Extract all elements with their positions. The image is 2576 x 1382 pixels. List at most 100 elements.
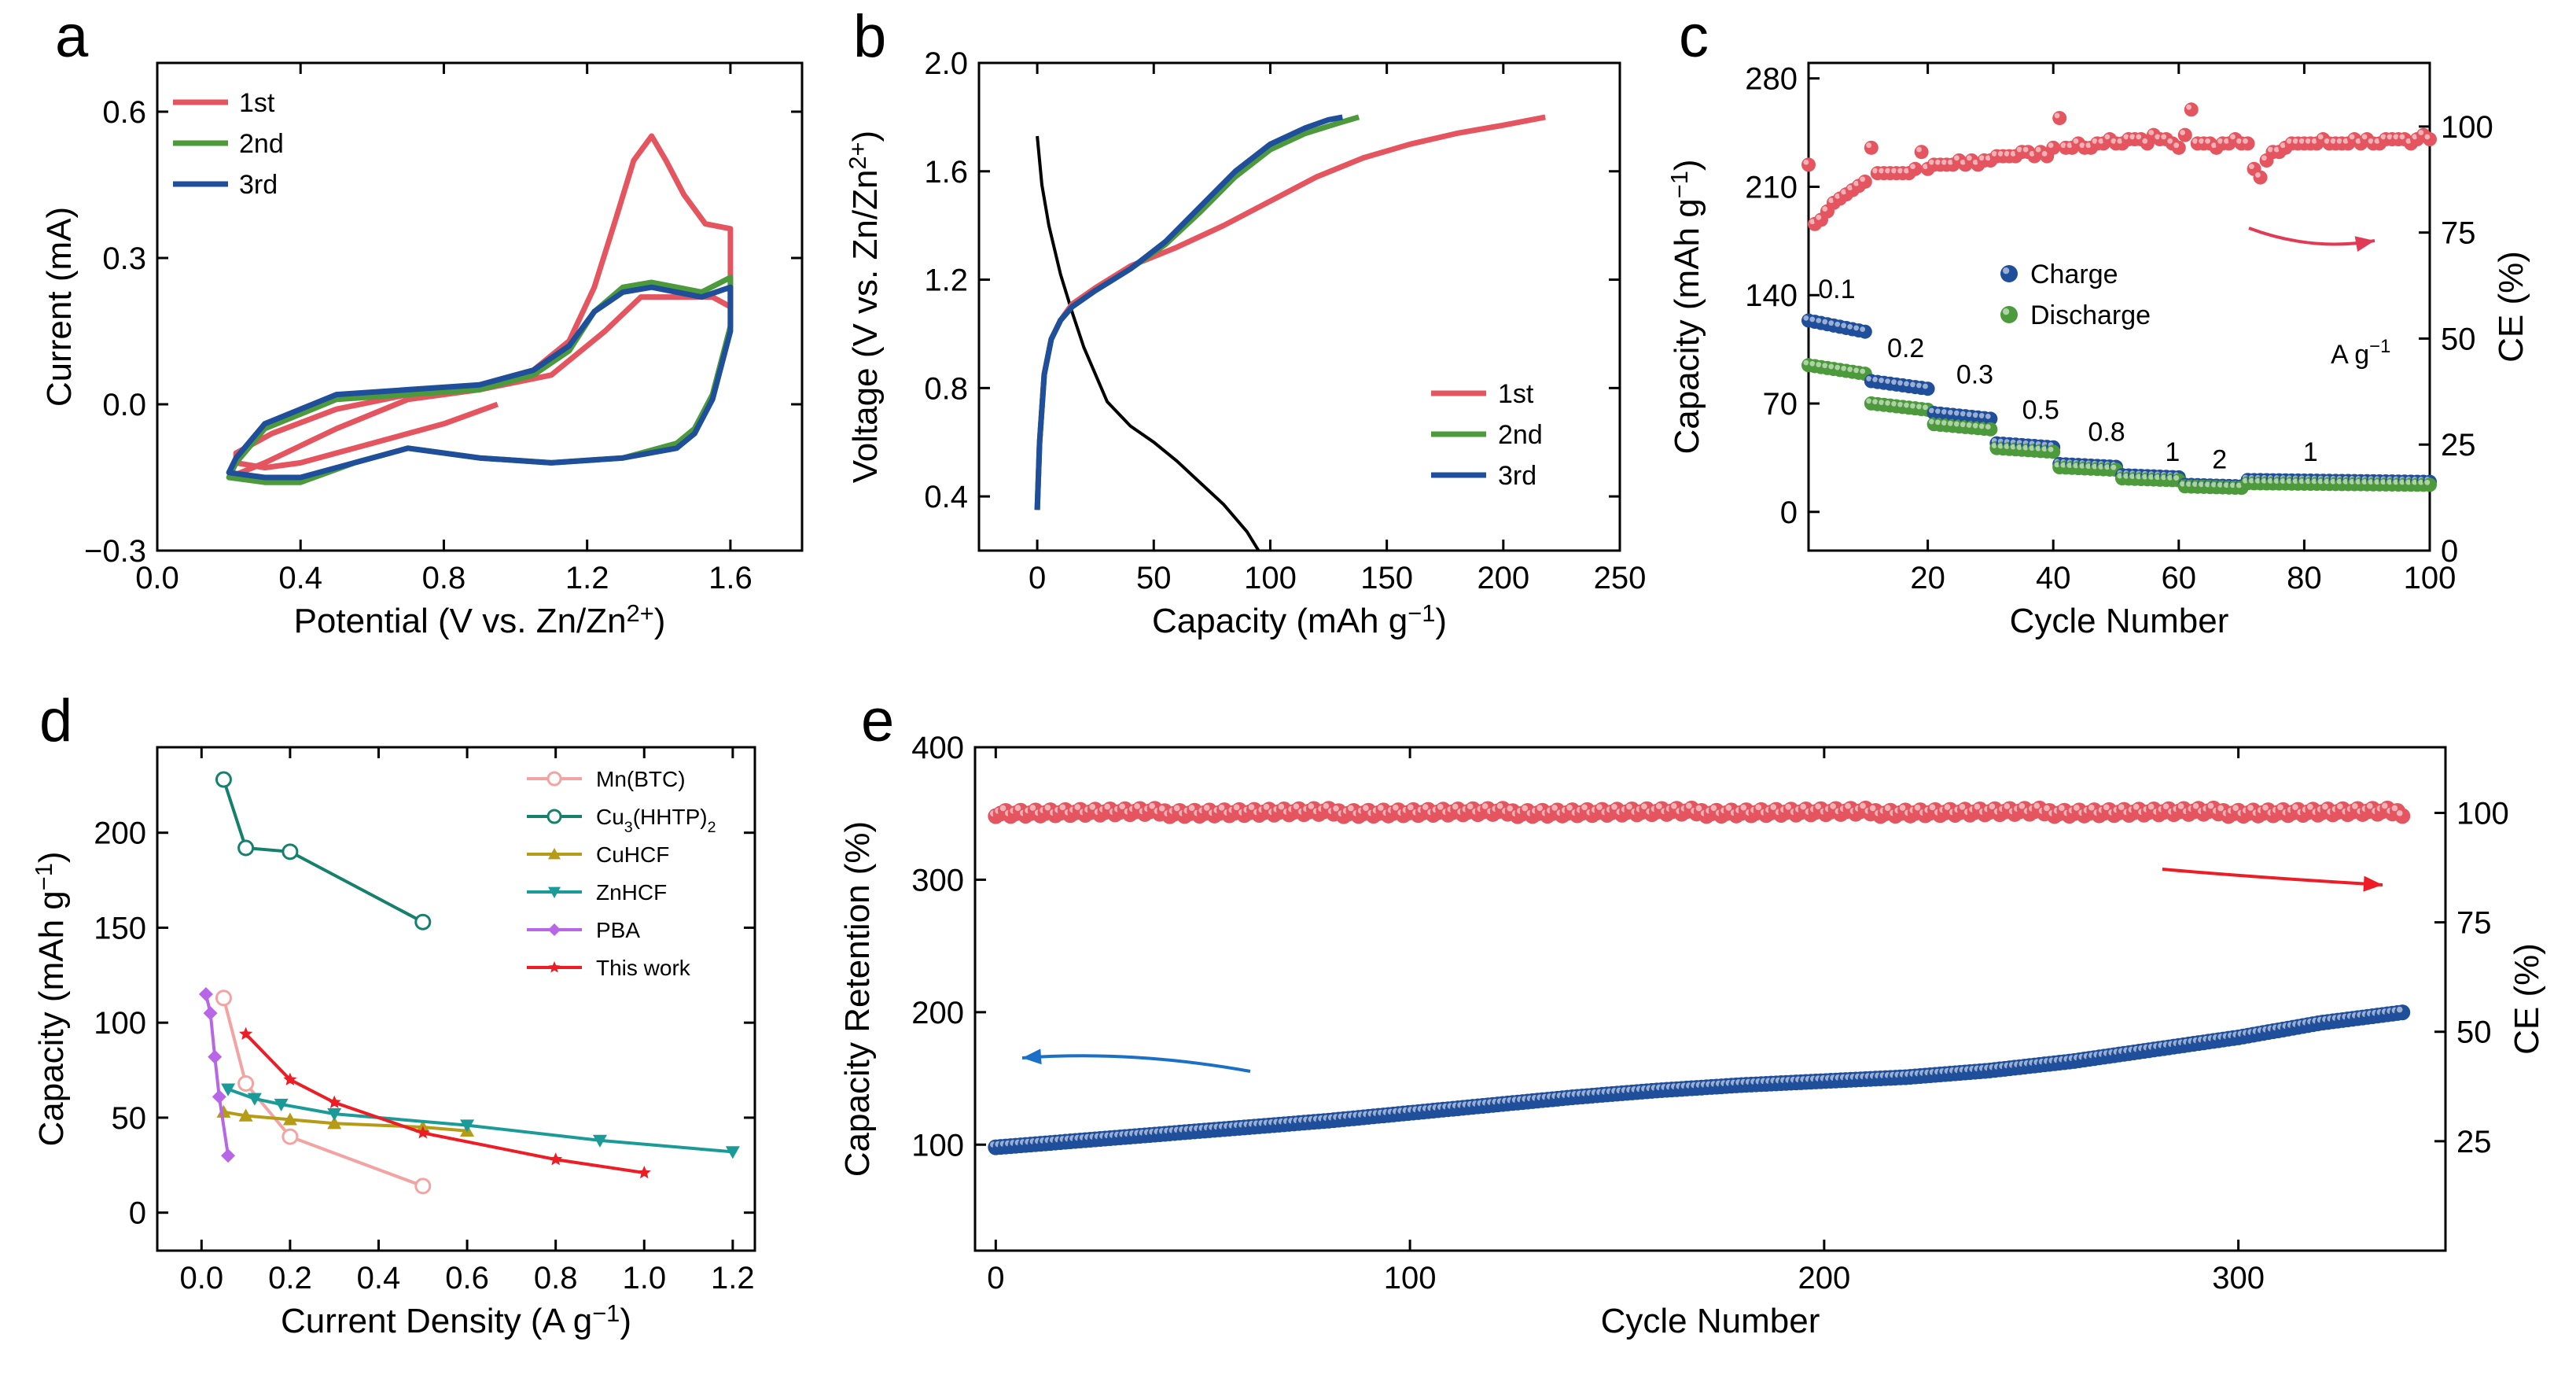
ce-point-shine [2217, 805, 2224, 812]
legend-label-3: ZnHCF [596, 880, 667, 905]
ce-point-shine [2217, 138, 2223, 144]
ce-point-shine [2211, 142, 2217, 149]
ce-point-shine [1089, 804, 1096, 810]
text-chunk: ) [620, 1302, 631, 1340]
ce-point-shine [2418, 130, 2424, 135]
ce-point-shine [1941, 159, 1947, 165]
ce-point-shine [2177, 803, 2184, 809]
x-tick-label: 0.0 [179, 1261, 223, 1295]
ce-point-shine [1847, 185, 1853, 191]
x-tick-label: 200 [1798, 1261, 1850, 1295]
text-chunk: A g [2331, 340, 2369, 370]
charge-point-shine [1834, 321, 1841, 327]
charge-point-shine [1910, 381, 1915, 388]
ce-point-shine [1496, 802, 1503, 809]
ce-point-shine [1953, 155, 1960, 161]
discharge-point-shine [1834, 364, 1841, 370]
ce-point-shine [1596, 804, 1603, 810]
data-marker [237, 839, 255, 857]
discharge-point-shine [2324, 478, 2330, 485]
discharge-point-shine [1885, 400, 1891, 406]
ce-point-shine [2366, 802, 2373, 809]
text-chunk: −1 [592, 1299, 620, 1327]
charge-point-shine [1935, 408, 1941, 415]
discharge-point-shine [1860, 368, 1866, 374]
ce-point-shine [2004, 151, 2010, 157]
x-tick-label: 0 [1029, 561, 1046, 595]
data-marker [239, 1026, 253, 1040]
charge-point-shine [1897, 380, 1903, 386]
y-axis-label: Capacity (mAh g−1) [1665, 159, 1706, 454]
x-tick-label: 50 [1136, 561, 1172, 595]
legend-label-2: CuHCF [596, 842, 669, 867]
ce-point-shine [2133, 804, 2140, 810]
data-marker [221, 1083, 236, 1096]
ce-point-shine [1566, 804, 1573, 811]
ce-point-shine [2243, 138, 2248, 144]
plot-frame [156, 61, 804, 552]
plot-frame [977, 61, 1621, 552]
y-tick-label: 0 [1780, 496, 1798, 530]
text-chunk: Capacity (mAh g [1152, 602, 1408, 640]
ce-point-shine [1029, 805, 1036, 811]
ce-point-shine [2074, 805, 2080, 811]
ce-point [2240, 136, 2255, 151]
ce-point-shine [1834, 193, 1841, 199]
data-marker [198, 986, 213, 1001]
rate-label: 0.2 [1887, 334, 1924, 363]
charge-point-shine [1978, 413, 1985, 418]
x-tick-label: 20 [1910, 561, 1945, 595]
discharge-point-shine [2368, 479, 2374, 485]
y2-tick-label: 100 [2456, 796, 2509, 831]
legend-label-5: This work [596, 956, 691, 980]
ce-point-shine [1869, 805, 1876, 812]
data-marker [274, 1098, 289, 1112]
retention-axis-arrow [1021, 1054, 1251, 1073]
y-tick-label: 100 [911, 1128, 964, 1163]
ce-point-shine [2292, 804, 2298, 810]
ce-point-shine [2044, 805, 2050, 812]
ce-point-shine [2322, 803, 2328, 810]
text-chunk: Capacity Retention (%) [838, 821, 877, 1177]
series-line-2nd [1034, 114, 1360, 510]
ce-point-shine [2224, 138, 2229, 144]
ce-point-shine [2079, 142, 2085, 149]
ce-point-shine [1481, 803, 1489, 809]
ce-point-shine [1466, 803, 1474, 810]
charge-point-shine [1841, 322, 1847, 329]
y-tick-label: 1.2 [924, 264, 968, 298]
y2-tick-label: 75 [2456, 906, 2492, 941]
charge-point-shine [1966, 411, 1972, 418]
ce-point-shine [1278, 803, 1285, 810]
x-tick-label: 100 [1244, 561, 1297, 595]
y-tick-label: 400 [911, 731, 964, 765]
ce-point-shine [1104, 803, 1111, 810]
ce-point-shine [2330, 138, 2336, 144]
x-tick-label: 0 [987, 1261, 1004, 1295]
ce-point-shine [1884, 805, 1891, 811]
text-chunk: Cycle Number [2010, 602, 2229, 640]
data-marker [283, 1072, 297, 1085]
x-tick-label: 300 [2212, 1261, 2265, 1295]
series-line-This work [245, 1033, 645, 1174]
ce-point-shine [2118, 804, 2125, 810]
ce-point-shine [1393, 804, 1399, 811]
ce-point-shine [1437, 804, 1444, 810]
discharge-point-shine [2173, 475, 2180, 481]
data-marker [414, 1177, 432, 1195]
ce-point [2046, 140, 2061, 155]
legend-marker-Discharge-shine [2002, 308, 2010, 315]
ce-point-shine [1841, 189, 1847, 195]
text-chunk: −1 [1408, 599, 1435, 627]
retention-point [2394, 1004, 2411, 1021]
rate-unit-label: A g−1 [2331, 336, 2390, 370]
ce-point-shine [1997, 151, 2004, 157]
ce-point-shine [2352, 803, 2358, 809]
data-marker [216, 1104, 231, 1118]
discharge-point-shine [1941, 420, 1947, 426]
ce-point-shine [2123, 134, 2129, 140]
ce-point-shine [2381, 802, 2388, 809]
data-marker [282, 1112, 297, 1126]
ce-point-shine [2396, 810, 2403, 816]
